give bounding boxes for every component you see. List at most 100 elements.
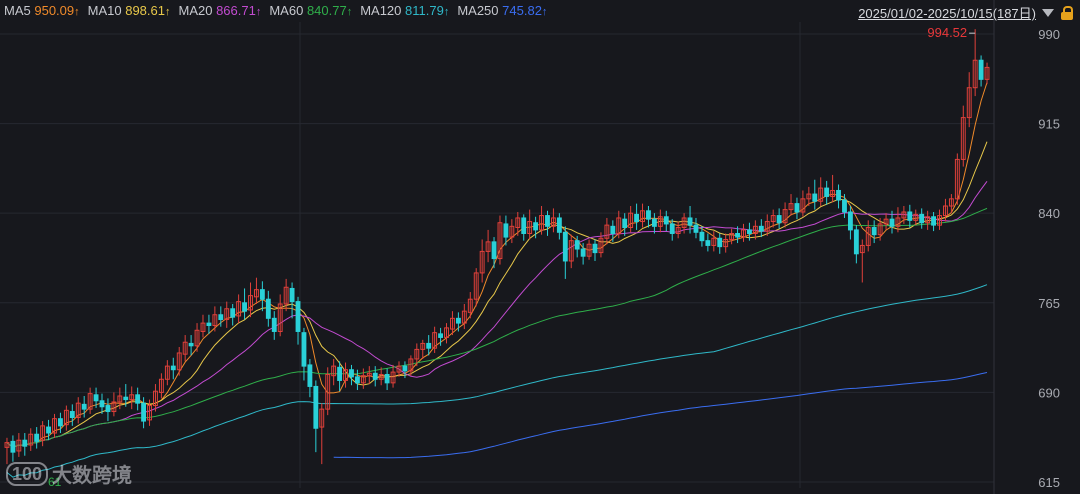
candle-body	[158, 378, 164, 393]
candle-body	[420, 342, 426, 350]
candle-body	[752, 225, 758, 234]
candle-body	[129, 394, 135, 401]
candle-body	[360, 375, 366, 384]
ma20-value: 866.71	[216, 3, 256, 18]
candle-body	[289, 287, 295, 303]
candle-body	[438, 333, 444, 338]
candle-body	[212, 314, 218, 326]
candle-body	[170, 365, 176, 371]
candle-body	[634, 213, 640, 223]
candle-body	[248, 295, 253, 311]
candle-body	[432, 332, 438, 349]
candle-body	[426, 342, 432, 349]
candle-body	[40, 425, 46, 441]
dropdown-triangle-icon[interactable]	[1042, 8, 1054, 17]
candle-body	[10, 440, 16, 453]
candle-body	[497, 222, 503, 260]
candle-body	[640, 210, 645, 223]
candle-body	[182, 341, 188, 355]
candle-body	[818, 187, 824, 202]
candle-body	[307, 364, 313, 387]
candle-body	[111, 401, 117, 413]
candle-body	[366, 372, 372, 377]
ma120-line	[6, 284, 988, 478]
candle-body	[776, 215, 782, 224]
candle-body	[830, 189, 836, 197]
candle-body	[622, 218, 628, 229]
ma250-value: 745.82	[502, 3, 542, 18]
candle-body	[153, 390, 158, 407]
ma-legend: MA5 950.09↑ MA10 898.61↑ MA20 866.71↑ MA…	[4, 3, 547, 18]
candle-body	[711, 237, 717, 246]
ma60-value: 840.77	[306, 3, 347, 18]
ma20-legend-item: MA20 866.71↑	[178, 3, 262, 18]
candle-body	[800, 198, 806, 213]
candle-body	[354, 376, 360, 384]
date-range-label[interactable]: 2025/01/02-2025/10/15(187日)	[858, 6, 1036, 21]
candle-body	[675, 227, 681, 234]
candle-body	[717, 237, 723, 248]
candle-body	[598, 237, 604, 254]
candle-body	[378, 373, 384, 380]
candle-body	[729, 232, 735, 240]
candle-body	[568, 240, 574, 262]
candle-body	[343, 369, 348, 381]
candle-body	[164, 365, 170, 380]
candle-body	[907, 211, 913, 221]
candle-body	[770, 215, 776, 223]
ma10-value: 898.61	[125, 3, 165, 18]
candle-body	[574, 240, 580, 250]
date-range-control: 2025/01/02-2025/10/15(187日)	[858, 3, 1074, 22]
candle-body	[259, 289, 265, 300]
candle-body	[610, 225, 616, 234]
candle-body	[545, 215, 550, 227]
candle-body	[224, 308, 230, 321]
y-tick-label: 915	[1038, 117, 1060, 132]
candle-body	[966, 87, 972, 119]
candle-body	[325, 373, 331, 410]
candle-body	[485, 241, 491, 252]
ma10-legend-item: MA10 898.61↑	[87, 3, 171, 18]
candle-body	[556, 217, 562, 233]
y-tick-label: 690	[1038, 385, 1060, 400]
candle-body	[782, 209, 788, 224]
candle-body	[69, 411, 75, 419]
candle-body	[901, 211, 907, 219]
candle-body	[663, 216, 669, 225]
candle-body	[105, 405, 111, 413]
candle-body	[301, 332, 307, 367]
candle-body	[515, 217, 521, 229]
ma60-legend-item: MA60 840.77↑	[269, 3, 353, 18]
candle-body	[527, 221, 533, 234]
candle-body	[271, 317, 277, 332]
candle-body	[735, 232, 740, 238]
candle-body	[871, 227, 877, 236]
low-price-label: 61	[48, 475, 62, 489]
candle-body	[812, 193, 818, 202]
candle-body	[242, 302, 247, 312]
candle-body	[319, 408, 325, 428]
ma10-line	[6, 141, 988, 448]
candle-body	[491, 241, 497, 260]
candle-body	[699, 231, 705, 242]
candle-body	[883, 218, 889, 225]
lock-icon[interactable]	[1060, 5, 1074, 20]
candle-body	[646, 210, 651, 220]
candle-body	[117, 395, 123, 403]
candle-body	[533, 222, 539, 231]
candle-body	[455, 317, 461, 324]
candle-body	[473, 272, 479, 300]
candle-body	[539, 215, 544, 231]
candle-body	[836, 189, 841, 201]
candle-body	[349, 369, 354, 378]
candle-body	[925, 216, 931, 224]
y-tick-label: 765	[1038, 296, 1060, 311]
candle-body	[408, 358, 414, 372]
candle-body	[467, 298, 473, 313]
candle-body	[479, 250, 485, 274]
candle-body	[580, 248, 586, 257]
candle-body	[87, 393, 93, 410]
candle-body	[521, 217, 527, 234]
candle-body	[943, 205, 948, 217]
candle-body	[4, 442, 10, 448]
